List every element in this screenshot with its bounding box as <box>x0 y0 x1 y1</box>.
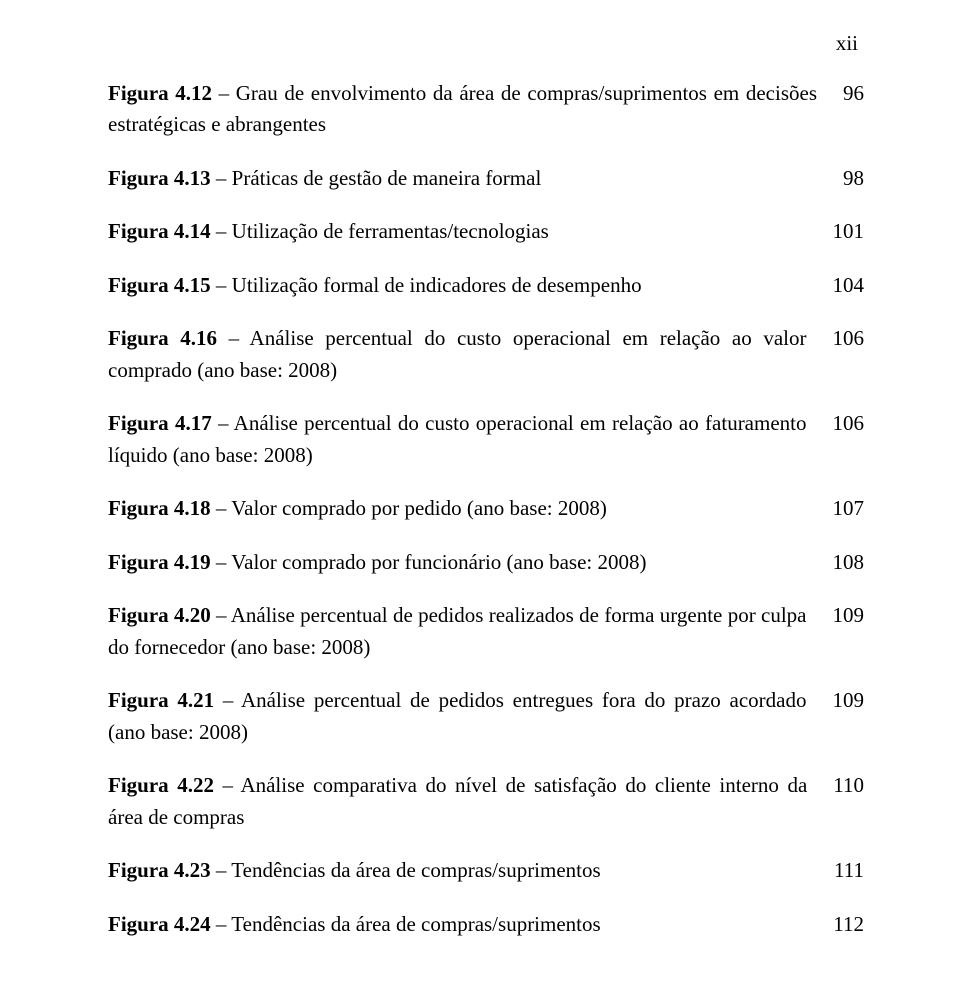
list-item: Figura 4.20 – Análise percentual de pedi… <box>108 600 864 663</box>
entry-description: – Práticas de gestão de maneira formal <box>211 166 542 190</box>
entry-description: – Tendências da área de compras/suprimen… <box>211 912 601 936</box>
entry-label: Figura 4.13 <box>108 166 211 190</box>
entry-label: Figura 4.21 <box>108 688 214 712</box>
entry-label: Figura 4.18 <box>108 496 211 520</box>
entry-description: – Valor comprado por funcionário (ano ba… <box>211 550 647 574</box>
entry-description: – Análise percentual do custo operaciona… <box>108 411 807 467</box>
document-page: xii Figura 4.12 – Grau de envolvimento d… <box>0 0 960 1002</box>
list-item: Figura 4.23 – Tendências da área de comp… <box>108 855 864 887</box>
entry-text: Figura 4.14 – Utilização de ferramentas/… <box>108 216 807 248</box>
entry-label: Figura 4.12 <box>108 81 212 105</box>
list-item: Figura 4.12 – Grau de envolvimento da ár… <box>108 78 864 141</box>
list-item: Figura 4.14 – Utilização de ferramentas/… <box>108 216 864 248</box>
entry-label: Figura 4.23 <box>108 858 211 882</box>
page-number: xii <box>108 28 864 60</box>
entry-page-number: 101 <box>825 216 865 248</box>
entry-description: – Tendências da área de compras/suprimen… <box>211 858 601 882</box>
entry-page-number: 109 <box>825 600 865 632</box>
entry-text: Figura 4.16 – Análise percentual do cust… <box>108 323 807 386</box>
list-item: Figura 4.17 – Análise percentual do cust… <box>108 408 864 471</box>
entry-label: Figura 4.16 <box>108 326 217 350</box>
entry-text: Figura 4.23 – Tendências da área de comp… <box>108 855 808 887</box>
entry-label: Figura 4.22 <box>108 773 214 797</box>
list-item: Figura 4.24 – Tendências da área de comp… <box>108 909 864 941</box>
entry-text: Figura 4.13 – Práticas de gestão de mane… <box>108 163 817 195</box>
list-item: Figura 4.19 – Valor comprado por funcion… <box>108 547 864 579</box>
entry-text: Figura 4.19 – Valor comprado por funcion… <box>108 547 807 579</box>
list-item: Figura 4.18 – Valor comprado por pedido … <box>108 493 864 525</box>
list-item: Figura 4.16 – Análise percentual do cust… <box>108 323 864 386</box>
entry-page-number: 112 <box>825 909 864 941</box>
entry-label: Figura 4.17 <box>108 411 212 435</box>
entry-text: Figura 4.18 – Valor comprado por pedido … <box>108 493 807 525</box>
entry-label: Figura 4.15 <box>108 273 211 297</box>
entry-description: – Grau de envolvimento da área de compra… <box>108 81 817 137</box>
entry-text: Figura 4.15 – Utilização formal de indic… <box>108 270 807 302</box>
entry-label: Figura 4.20 <box>108 603 211 627</box>
entry-page-number: 98 <box>835 163 864 195</box>
list-item: Figura 4.22 – Análise comparativa do nív… <box>108 770 864 833</box>
entry-page-number: 96 <box>835 78 864 110</box>
entry-description: – Utilização formal de indicadores de de… <box>211 273 642 297</box>
entry-page-number: 107 <box>825 493 865 525</box>
entry-text: Figura 4.22 – Análise comparativa do nív… <box>108 770 807 833</box>
entry-page-number: 106 <box>825 323 865 355</box>
entry-description: – Utilização de ferramentas/tecnologias <box>211 219 549 243</box>
entry-text: Figura 4.24 – Tendências da área de comp… <box>108 909 807 941</box>
list-item: Figura 4.15 – Utilização formal de indic… <box>108 270 864 302</box>
entry-description: – Análise percentual de pedidos realizad… <box>108 603 806 659</box>
entry-page-number: 106 <box>825 408 865 440</box>
list-item: Figura 4.13 – Práticas de gestão de mane… <box>108 163 864 195</box>
entry-page-number: 111 <box>826 855 864 887</box>
entry-page-number: 110 <box>825 770 864 802</box>
entry-page-number: 104 <box>825 270 865 302</box>
entry-label: Figura 4.19 <box>108 550 211 574</box>
list-item: Figura 4.21 – Análise percentual de pedi… <box>108 685 864 748</box>
figure-list: Figura 4.12 – Grau de envolvimento da ár… <box>108 78 864 941</box>
entry-page-number: 108 <box>825 547 865 579</box>
entry-text: Figura 4.12 – Grau de envolvimento da ár… <box>108 78 817 141</box>
entry-description: – Valor comprado por pedido (ano base: 2… <box>211 496 607 520</box>
entry-text: Figura 4.21 – Análise percentual de pedi… <box>108 685 807 748</box>
entry-page-number: 109 <box>825 685 865 717</box>
entry-label: Figura 4.24 <box>108 912 211 936</box>
entry-label: Figura 4.14 <box>108 219 211 243</box>
entry-text: Figura 4.17 – Análise percentual do cust… <box>108 408 807 471</box>
entry-text: Figura 4.20 – Análise percentual de pedi… <box>108 600 807 663</box>
